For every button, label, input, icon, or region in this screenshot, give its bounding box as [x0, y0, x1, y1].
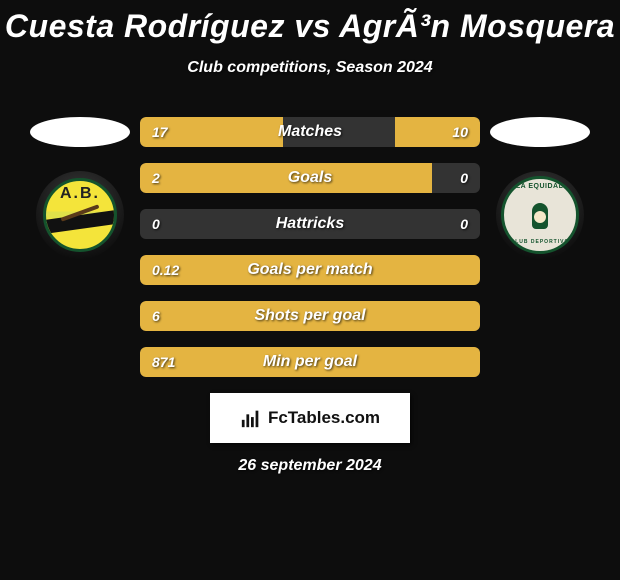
right-club-badge: LA EQUIDAD CLUB DEPORTIVO: [496, 171, 584, 259]
comparison-card: Cuesta Rodríguez vs AgrÃ³n Mosquera Club…: [0, 0, 620, 475]
right-badge-top-text: LA EQUIDAD: [516, 183, 564, 190]
stat-label: Goals per match: [140, 255, 480, 285]
brand-watermark: FcTables.com: [210, 393, 410, 443]
stat-row: 0.12Goals per match: [140, 255, 480, 285]
stat-row: 1710Matches: [140, 117, 480, 147]
stat-row: 6Shots per goal: [140, 301, 480, 331]
right-badge-hand-icon: [524, 197, 556, 233]
stat-label: Min per goal: [140, 347, 480, 377]
subtitle: Club competitions, Season 2024: [0, 59, 620, 77]
stat-row: 20Goals: [140, 163, 480, 193]
comparison-row: A.B. 1710Matches 20Goals 00Hattricks 0.12Go…: [0, 117, 620, 377]
left-badge-letters: A.B.: [46, 185, 114, 203]
stat-label: Matches: [140, 117, 480, 147]
player-silhouette-right: [490, 117, 590, 147]
date-text: 26 september 2024: [0, 457, 620, 475]
brand-text: FcTables.com: [268, 408, 380, 428]
left-club-badge-inner: A.B.: [43, 178, 117, 252]
left-club-badge: A.B.: [36, 171, 124, 259]
stat-label: Hattricks: [140, 209, 480, 239]
stat-label: Goals: [140, 163, 480, 193]
stat-label: Shots per goal: [140, 301, 480, 331]
right-badge-ball-icon: [534, 211, 546, 223]
player-silhouette-left: [30, 117, 130, 147]
chart-bars-icon: [240, 407, 262, 429]
right-badge-bottom-text: CLUB DEPORTIVO: [511, 239, 570, 245]
right-club-badge-inner: LA EQUIDAD CLUB DEPORTIVO: [501, 176, 579, 254]
stat-row: 00Hattricks: [140, 209, 480, 239]
stat-row: 871Min per goal: [140, 347, 480, 377]
right-player-column: LA EQUIDAD CLUB DEPORTIVO: [490, 117, 590, 259]
left-player-column: A.B.: [30, 117, 130, 259]
page-title: Cuesta Rodríguez vs AgrÃ³n Mosquera: [0, 8, 620, 45]
stats-column: 1710Matches 20Goals 00Hattricks 0.12Goals p…: [140, 117, 480, 377]
